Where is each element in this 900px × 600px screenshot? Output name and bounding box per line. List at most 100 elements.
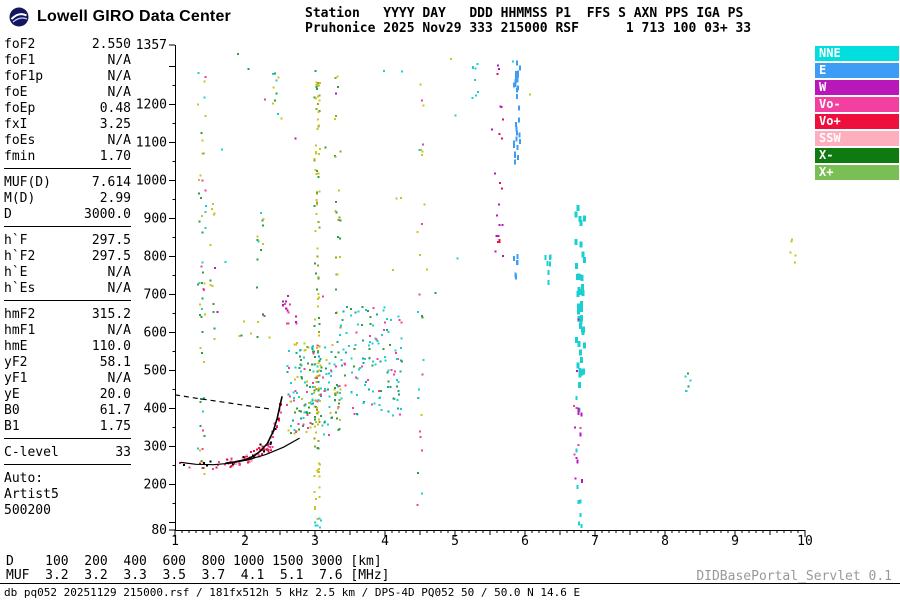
- svg-text:200: 200: [144, 477, 167, 492]
- param-row: D 3000.0: [4, 207, 131, 223]
- svg-text:1: 1: [171, 534, 179, 549]
- param-label: foF1: [4, 53, 36, 68]
- svg-text:8: 8: [661, 534, 669, 549]
- station-header-line2: Pruhonice 2025 Nov29 333 215000 RSF 1 71…: [305, 21, 752, 36]
- svg-text:9: 9: [731, 534, 739, 549]
- param-value: 297.5: [91, 249, 131, 264]
- param-value: 2.99: [99, 191, 131, 206]
- svg-text:900: 900: [144, 212, 167, 227]
- param-label: foE: [4, 85, 28, 100]
- param-row: yE 20.0: [4, 387, 131, 403]
- param-row: fmin 1.70: [4, 149, 131, 165]
- param-value: N/A: [107, 69, 131, 84]
- param-label: h`Es: [4, 281, 36, 296]
- param-row: MUF(D) 7.614: [4, 175, 131, 191]
- param-row: h`E N/A: [4, 265, 131, 281]
- legend-item-w: W: [815, 80, 899, 95]
- param-label: MUF(D): [4, 175, 51, 190]
- param-value: 297.5: [91, 233, 131, 248]
- param-value: 7.614: [91, 175, 131, 190]
- param-label: yF2: [4, 355, 28, 370]
- svg-text:10: 10: [797, 534, 813, 549]
- lowell-logo: [9, 7, 29, 27]
- param-value: 1.70: [99, 149, 131, 164]
- svg-text:6: 6: [521, 534, 529, 549]
- param-value: 315.2: [91, 307, 131, 322]
- param-label: fxI: [4, 117, 28, 132]
- svg-text:1200: 1200: [136, 98, 167, 113]
- station-header: Station YYYY DAY DDD HHMMSS P1 FFS S AXN…: [305, 6, 751, 36]
- param-group: hmF2 315.2 hmF1 N/A hmE 110.0 yF2 58.1 yF1 N/A yE 2…: [4, 307, 131, 439]
- param-value: 3000.0: [84, 207, 131, 222]
- svg-text:300: 300: [144, 439, 167, 454]
- param-row: foEs N/A: [4, 133, 131, 149]
- svg-text:1000: 1000: [136, 174, 167, 189]
- param-row: hmE 110.0: [4, 339, 131, 355]
- param-row: foF2 2.550: [4, 37, 131, 53]
- param-group: h`F 297.5 h`F2 297.5 h`E N/A h`Es N/A: [4, 233, 131, 301]
- auto-status-line: 500200: [4, 503, 51, 518]
- param-group: C-level 33: [4, 445, 131, 465]
- param-value: 0.48: [99, 101, 131, 116]
- svg-text:1357: 1357: [136, 38, 167, 53]
- legend-item-e: E: [815, 63, 899, 78]
- param-row: fxI 3.25: [4, 117, 131, 133]
- param-value: 110.0: [91, 339, 131, 354]
- param-row: C-level 33: [4, 445, 131, 461]
- param-label: h`F2: [4, 249, 36, 264]
- brand: Lowell GIRO Data Center: [8, 6, 231, 28]
- param-label: fmin: [4, 149, 36, 164]
- param-row: hmF1 N/A: [4, 323, 131, 339]
- param-value: N/A: [107, 265, 131, 280]
- ionogram-plot: 1357120011001000900800700600500400300200…: [136, 38, 813, 549]
- param-label: h`F: [4, 233, 28, 248]
- muf-row: MUF 3.2 3.2 3.3 3.5 3.7 4.1 5.1 7.6 [MHz…: [6, 568, 390, 583]
- legend-item-x: X+: [815, 165, 899, 180]
- legend-item-vo: Vo-: [815, 97, 899, 112]
- auto-status-line: Artist5: [4, 487, 59, 502]
- param-row: h`F2 297.5: [4, 249, 131, 265]
- legend-item-x: X-: [815, 148, 899, 163]
- status-bar: db pq052 20251129 215000.rsf / 181fx512h…: [0, 583, 900, 599]
- param-label: M(D): [4, 191, 36, 206]
- legend-item-nne: NNE: [815, 46, 899, 61]
- dmuf-table: D 100 200 400 600 800 1000 1500 3000 [km…: [6, 555, 390, 583]
- param-row: foF1 N/A: [4, 53, 131, 69]
- param-row: foF1p N/A: [4, 69, 131, 85]
- param-row: B1 1.75: [4, 419, 131, 435]
- servlet-version: DIDBasePortal_Servlet 0.1: [696, 569, 892, 584]
- parameter-panel: foF2 2.550 foF1 N/A foF1p N/A foE N/A foEp 0.48 fx…: [4, 37, 131, 519]
- param-label: foEp: [4, 101, 36, 116]
- param-row: yF1 N/A: [4, 371, 131, 387]
- param-label: yE: [4, 387, 20, 402]
- direction-legend: NNE E W Vo- Vo+ SSW X- X+: [815, 46, 899, 182]
- param-value: N/A: [107, 323, 131, 338]
- param-value: 3.25: [99, 117, 131, 132]
- param-label: B0: [4, 403, 20, 418]
- svg-text:5: 5: [451, 534, 459, 549]
- param-label: yF1: [4, 371, 28, 386]
- svg-text:80: 80: [151, 523, 167, 538]
- param-label: C-level: [4, 445, 59, 460]
- param-label: foF1p: [4, 69, 44, 84]
- param-value: 2.550: [91, 37, 131, 52]
- param-label: B1: [4, 419, 20, 434]
- auto-panel: Auto: Artist5 500200: [4, 471, 131, 519]
- legend-item-ssw: SSW: [815, 131, 899, 146]
- param-label: D: [4, 207, 12, 222]
- param-label: hmF1: [4, 323, 36, 338]
- svg-text:800: 800: [144, 250, 167, 265]
- param-value: 61.7: [99, 403, 131, 418]
- svg-text:2: 2: [241, 534, 249, 549]
- param-row: hmF2 315.2: [4, 307, 131, 323]
- param-label: h`E: [4, 265, 28, 280]
- param-row: M(D) 2.99: [4, 191, 131, 207]
- param-value: N/A: [107, 53, 131, 68]
- param-value: 58.1: [99, 355, 131, 370]
- param-group: MUF(D) 7.614 M(D) 2.99 D 3000.0: [4, 175, 131, 227]
- param-row: B0 61.7: [4, 403, 131, 419]
- svg-text:1100: 1100: [136, 136, 167, 151]
- param-value: N/A: [107, 371, 131, 386]
- auto-status-line: Auto:: [4, 471, 44, 486]
